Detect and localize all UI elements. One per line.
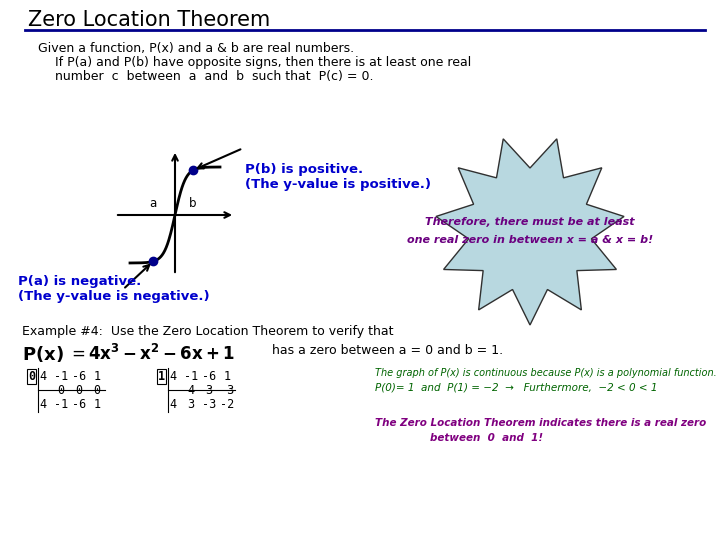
- Text: (The y-value is negative.): (The y-value is negative.): [18, 290, 210, 303]
- Text: Zero Location Theorem: Zero Location Theorem: [28, 10, 270, 30]
- Text: If P(a) and P(b) have opposite signs, then there is at least one real: If P(a) and P(b) have opposite signs, th…: [55, 56, 472, 69]
- Text: P(0)= 1  and  P(1) = −2  →   Furthermore,  −2 < 0 < 1: P(0)= 1 and P(1) = −2 → Furthermore, −2 …: [375, 383, 657, 393]
- Text: (The y-value is positive.): (The y-value is positive.): [245, 178, 431, 191]
- Text: $= \mathbf{4x^3 - x^2 - 6x + 1}$: $= \mathbf{4x^3 - x^2 - 6x + 1}$: [68, 344, 235, 364]
- Text: Given a function, P(x) and a & b are real numbers.: Given a function, P(x) and a & b are rea…: [38, 42, 354, 55]
- Polygon shape: [436, 139, 624, 325]
- Text: 4: 4: [169, 398, 176, 411]
- Text: -1: -1: [184, 370, 198, 383]
- Text: 1: 1: [223, 370, 230, 383]
- Text: -1: -1: [54, 398, 68, 411]
- Text: -6: -6: [72, 370, 86, 383]
- Text: b: b: [189, 197, 197, 210]
- Text: Example #4:  Use the Zero Location Theorem to verify that: Example #4: Use the Zero Location Theore…: [22, 325, 394, 338]
- Text: one real zero in between x = a & x = b!: one real zero in between x = a & x = b!: [407, 235, 653, 245]
- Text: -1: -1: [54, 370, 68, 383]
- Text: 0: 0: [94, 384, 101, 397]
- Text: 3: 3: [187, 398, 194, 411]
- Text: -2: -2: [220, 398, 234, 411]
- Text: 3: 3: [205, 384, 212, 397]
- Text: number  c  between  a  and  b  such that  P(c) = 0.: number c between a and b such that P(c) …: [55, 70, 374, 83]
- Text: P(a) is negative.: P(a) is negative.: [18, 275, 141, 288]
- Text: 1: 1: [94, 370, 101, 383]
- Text: -6: -6: [202, 370, 216, 383]
- Text: -6: -6: [72, 398, 86, 411]
- Text: has a zero between a = 0 and b = 1.: has a zero between a = 0 and b = 1.: [272, 344, 503, 357]
- Text: 4: 4: [187, 384, 194, 397]
- Text: 4: 4: [169, 370, 176, 383]
- Text: Therefore, there must be at least: Therefore, there must be at least: [426, 217, 635, 227]
- Text: 0: 0: [58, 384, 65, 397]
- Text: 4: 4: [40, 398, 47, 411]
- Text: between  0  and  1!: between 0 and 1!: [430, 433, 543, 443]
- Text: The graph of P(x) is continuous because P(x) is a polynomial function.: The graph of P(x) is continuous because …: [375, 368, 716, 378]
- Text: -3: -3: [202, 398, 216, 411]
- Text: 1: 1: [94, 398, 101, 411]
- Text: P(b) is positive.: P(b) is positive.: [245, 163, 363, 176]
- Text: 0: 0: [76, 384, 83, 397]
- Text: -3: -3: [220, 384, 234, 397]
- Text: 1: 1: [158, 370, 165, 383]
- Text: 0: 0: [28, 370, 35, 383]
- Text: $\bf{P(x)}$: $\bf{P(x)}$: [22, 344, 64, 364]
- Text: a: a: [149, 197, 157, 210]
- Text: The Zero Location Theorem indicates there is a real zero: The Zero Location Theorem indicates ther…: [375, 418, 706, 428]
- Text: 4: 4: [40, 370, 47, 383]
